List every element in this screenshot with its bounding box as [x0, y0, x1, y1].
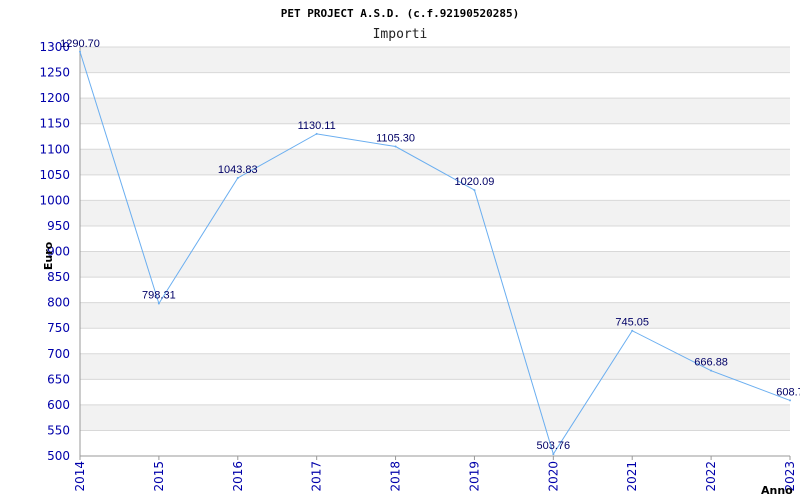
- x-tick-label: 2015: [152, 461, 166, 492]
- series-line: [79, 51, 791, 456]
- y-tick-label: 850: [47, 270, 70, 284]
- data-label: 666.88: [694, 357, 728, 369]
- data-label: 608.7: [776, 386, 800, 398]
- x-tick-label: 2016: [231, 461, 245, 492]
- data-point: [157, 302, 160, 305]
- data-point: [79, 50, 81, 53]
- grid-band: [80, 353, 790, 380]
- x-tick-label: 2018: [389, 461, 403, 492]
- data-point: [631, 329, 634, 332]
- data-point: [552, 453, 555, 456]
- data-point: [236, 176, 239, 179]
- data-point: [473, 189, 476, 192]
- chart-subtitle: Importi: [373, 27, 428, 42]
- y-axis-label: Euro: [42, 241, 55, 270]
- data-point: [315, 132, 318, 135]
- y-tick-label: 800: [47, 296, 70, 310]
- data-label: 1043.83: [218, 164, 258, 176]
- grid-band: [80, 404, 790, 431]
- data-point: [789, 399, 791, 402]
- data-label: 1290.70: [60, 38, 100, 50]
- x-tick-label: 2023: [783, 461, 797, 492]
- y-tick-label: 1150: [39, 117, 70, 131]
- grid-band: [80, 47, 790, 73]
- data-label: 1020.09: [455, 176, 495, 188]
- data-point: [710, 369, 713, 372]
- y-tick-label: 900: [47, 245, 70, 259]
- y-tick-label: 700: [47, 347, 70, 361]
- data-labels: 1290.70 798.31 1043.83 1130.11 1105.30 1020.0…: [60, 38, 800, 452]
- y-tick-label: 950: [47, 219, 70, 233]
- grid-band: [80, 149, 790, 175]
- grid-bands: [80, 47, 790, 431]
- y-tick-label: 1250: [39, 66, 70, 80]
- data-label: 1105.30: [376, 133, 415, 145]
- x-tick-label: 2022: [704, 461, 718, 492]
- series: [79, 50, 791, 456]
- grid-band: [80, 251, 790, 278]
- x-tick-label: 2019: [467, 461, 481, 492]
- data-label: 1130.11: [298, 120, 336, 132]
- y-tick-label: 550: [47, 423, 70, 437]
- y-tick-label: 1100: [39, 142, 70, 156]
- data-label: 503.76: [537, 440, 571, 452]
- y-tick-label: 1050: [39, 168, 70, 182]
- grid-band: [80, 200, 790, 226]
- x-axis-label: Anno: [761, 484, 793, 497]
- x-tick-labels: 2014 2015 2016 2017 2018 2019 2020 2021 2022 2023: [73, 461, 797, 492]
- data-label: 745.05: [615, 317, 649, 329]
- grid-band: [80, 302, 790, 329]
- data-point: [394, 145, 397, 148]
- grid-band: [80, 98, 790, 124]
- y-tick-labels: 500 550 600 650 700 750 800 850 900 950 1000 1050 11…: [39, 40, 70, 463]
- gridlines: [80, 46, 790, 457]
- data-label: 798.31: [142, 289, 176, 301]
- x-tick-label: 2021: [625, 461, 639, 492]
- y-tick-label: 600: [47, 398, 70, 412]
- y-tick-label: 1200: [39, 91, 70, 105]
- y-tick-label: 650: [47, 372, 70, 386]
- y-tick-label: 750: [47, 321, 70, 335]
- y-tick-label: 1300: [39, 40, 70, 54]
- x-tick-label: 2017: [310, 461, 324, 492]
- chart-title: PET PROJECT A.S.D. (c.f.92190520285): [281, 7, 519, 20]
- y-tick-label: 500: [47, 449, 70, 463]
- axes: [79, 47, 791, 460]
- x-tick-label: 2020: [546, 461, 560, 492]
- x-tick-label: 2014: [73, 461, 87, 492]
- y-tick-label: 1000: [39, 193, 70, 207]
